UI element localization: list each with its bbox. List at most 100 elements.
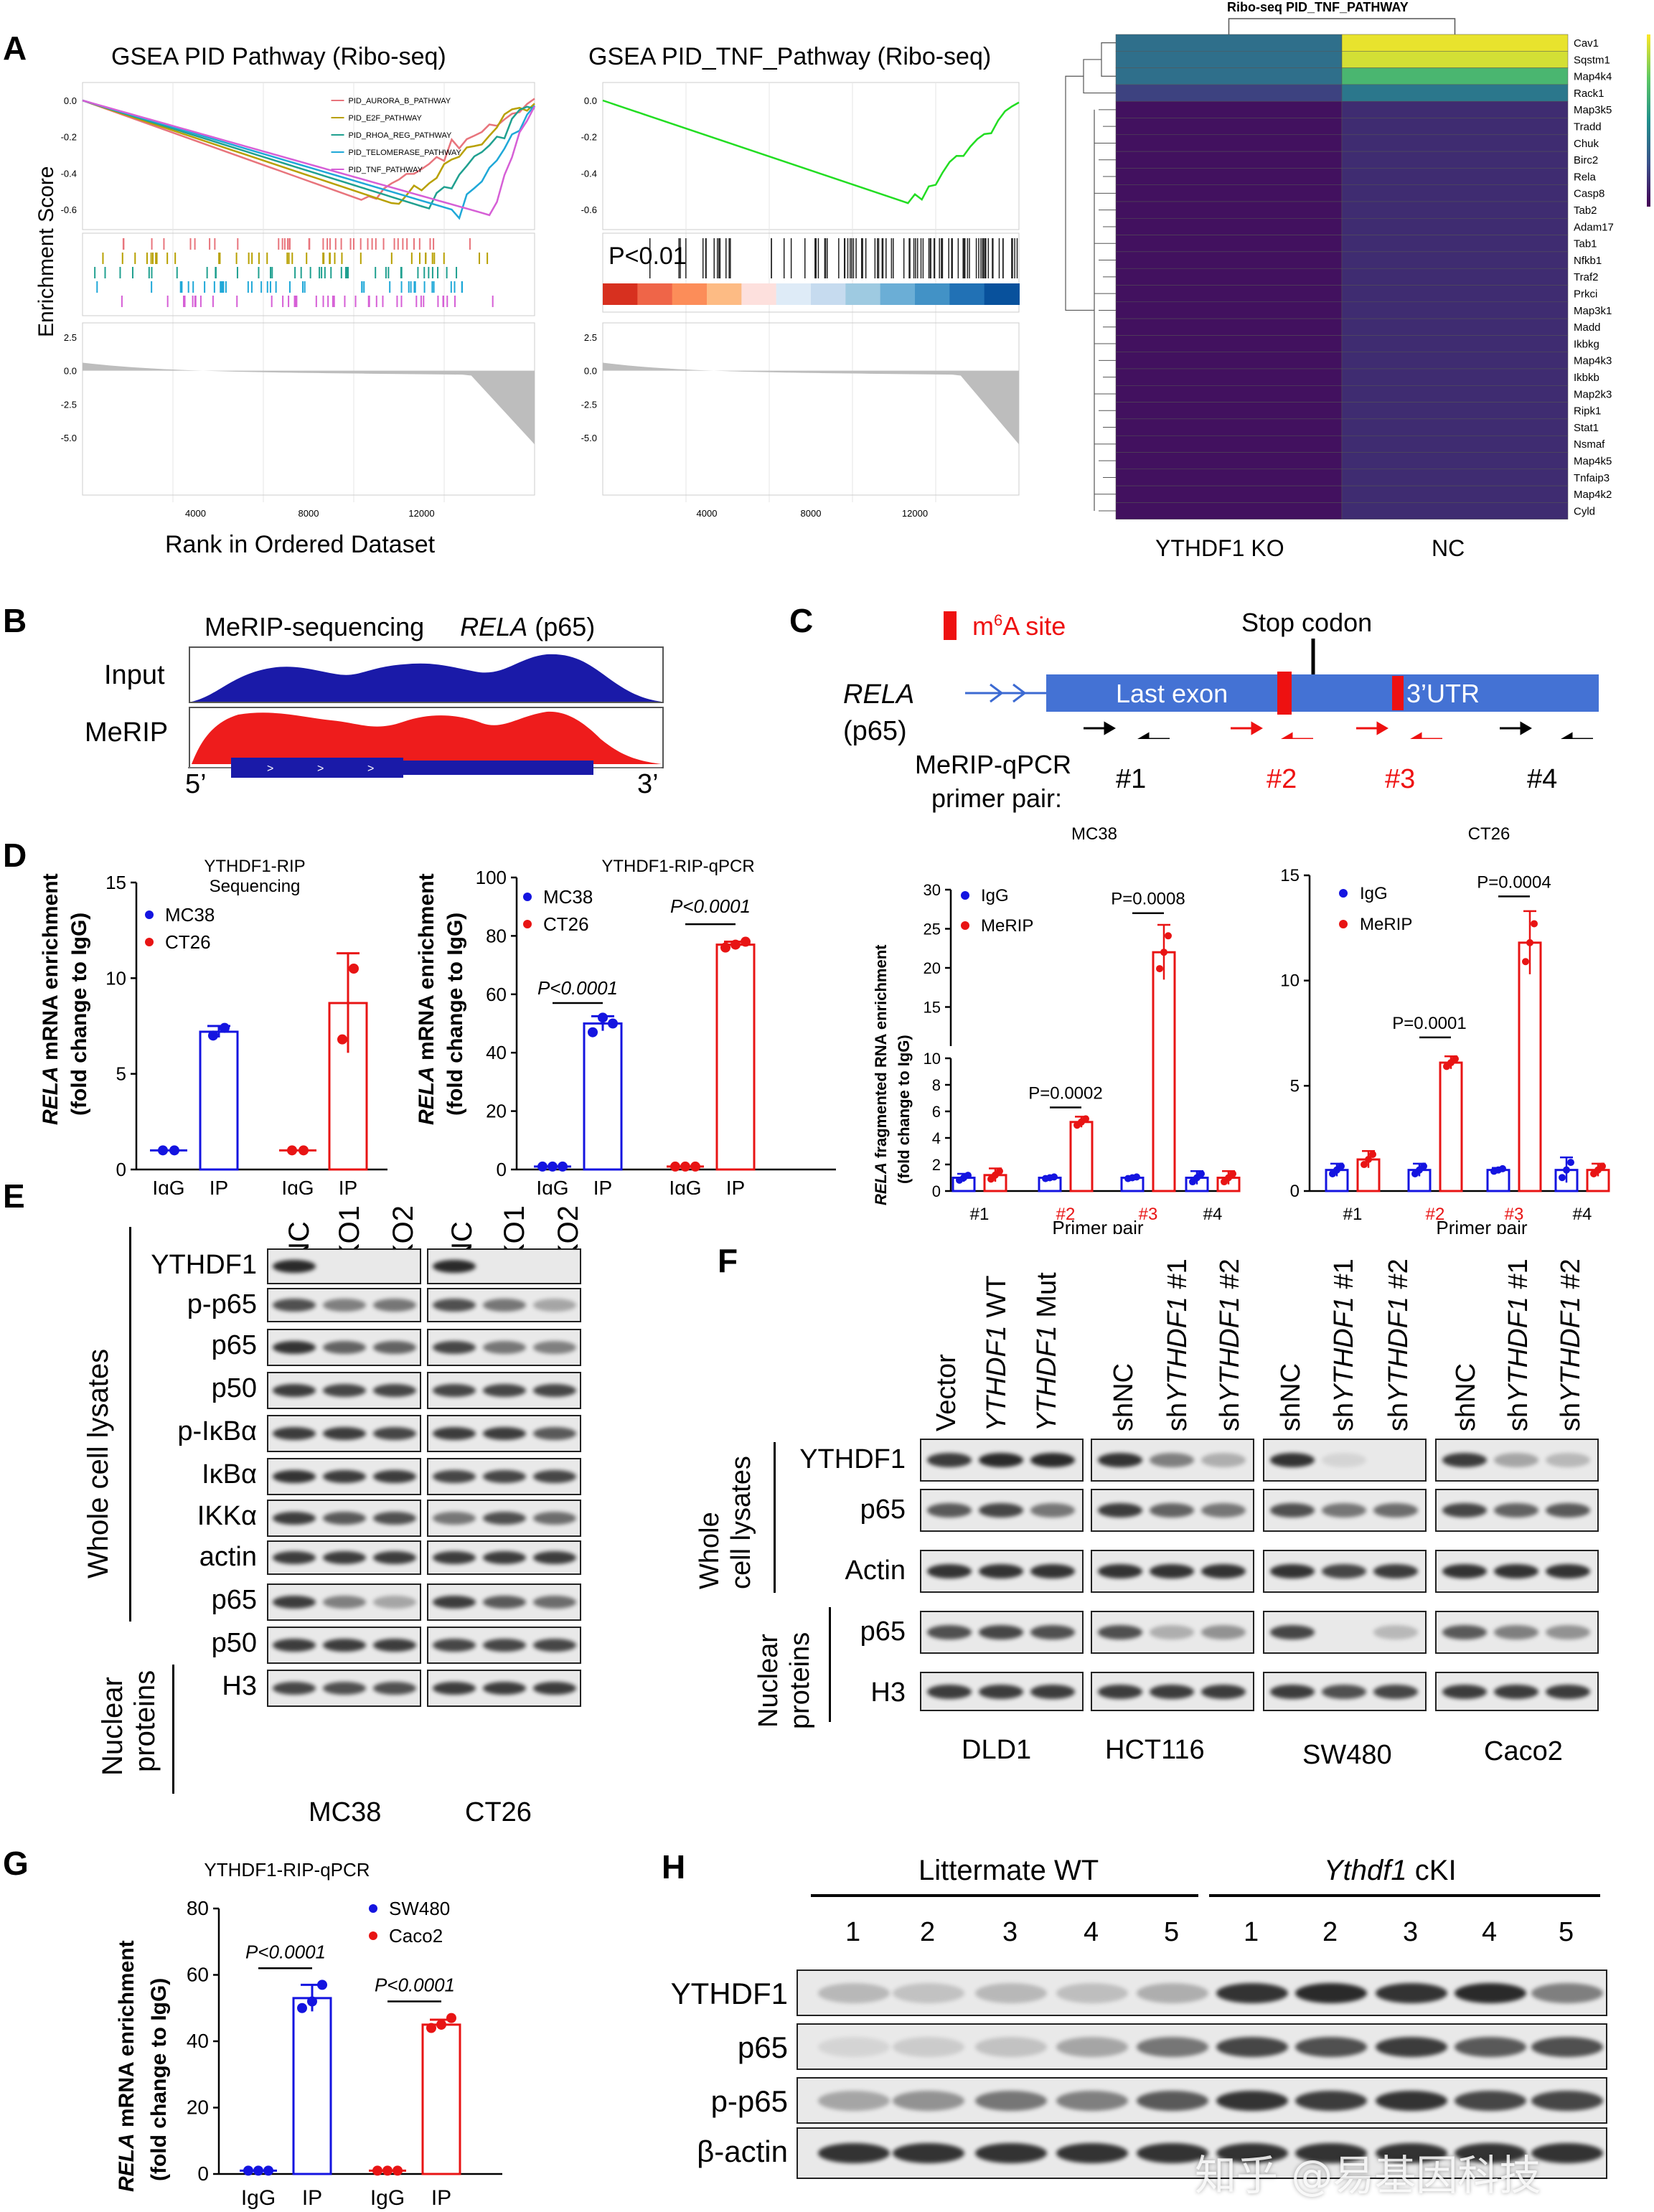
- f-band: [979, 1453, 1023, 1467]
- e-cellline-mc38: MC38: [309, 1797, 382, 1827]
- h-band: [1295, 2143, 1367, 2163]
- heat-gene-label: Adam17: [1574, 221, 1614, 233]
- heat-gene-label: Casp8: [1574, 188, 1604, 200]
- legend-label: MC38: [165, 904, 215, 926]
- f-lane-label: shYTHDF1 #1: [1503, 1258, 1533, 1431]
- rank-color-bar: [637, 283, 673, 305]
- primer-label-line2: primer pair:: [931, 783, 1063, 813]
- three-prime: 3’: [637, 769, 659, 799]
- data-point: [372, 2165, 382, 2176]
- f-band: [979, 1684, 1023, 1699]
- y-tick-label: 10: [924, 1050, 941, 1068]
- gsea2-pvalue: P<0.01: [608, 243, 687, 270]
- h-band: [1056, 2036, 1128, 2057]
- heat-cell-nc: [1341, 118, 1569, 136]
- chart-c-mc38: 0 2 4 6 8 10 15 20 25 30 MC38 IgG MeRIP #1 #2 #3 #4 P=0.0…: [872, 824, 1241, 1234]
- h-band: [1137, 2036, 1208, 2057]
- y-tick-label: 60: [187, 1964, 209, 1986]
- chart-title: YTHDF1-RIP: [204, 857, 305, 876]
- heat-cell-ko: [1115, 34, 1343, 52]
- gsea2-chart: 0.0 -0.2 -0.4 -0.6 2.5 0.0 -2.5 -5.0 4000 8000 120…: [581, 82, 1020, 519]
- primer-label-line1: MeRIP-qPCR: [915, 750, 1072, 779]
- f-band: [979, 1564, 1023, 1578]
- h-band: [1216, 2036, 1288, 2057]
- f-lane-label: shNC: [1451, 1363, 1481, 1431]
- f-row-label: YTHDF1: [799, 1444, 906, 1474]
- e-band: [273, 1341, 316, 1354]
- e-band: [323, 1427, 366, 1440]
- data-point: [1361, 1161, 1368, 1169]
- f-band: [979, 1625, 1023, 1639]
- heat-cell-ko: [1115, 418, 1343, 436]
- data-point: [1522, 958, 1529, 966]
- h-band: [1295, 2036, 1367, 2057]
- f-band: [1098, 1453, 1142, 1467]
- f-cellline-hct116: HCT116: [1105, 1735, 1205, 1765]
- f-band: [1098, 1684, 1142, 1699]
- es-tick: 0.0: [64, 95, 77, 106]
- data-point: [446, 2013, 456, 2023]
- f-nuclear-label-1: Nuclear: [753, 1634, 784, 1728]
- e-row-label: actin: [199, 1542, 257, 1572]
- heat-gene-label: Map4k4: [1574, 71, 1612, 83]
- heat-gene-label: Ikbkb: [1574, 372, 1599, 384]
- h-band: [818, 1982, 890, 2003]
- p-value: P<0.0001: [670, 895, 751, 917]
- data-point: [1563, 1166, 1570, 1174]
- h-lane-label: 2: [1322, 1917, 1338, 1947]
- heat-cell-ko: [1115, 218, 1343, 235]
- heat-gene-label: Tab1: [1574, 238, 1597, 250]
- y-tick-label: 5: [116, 1063, 126, 1085]
- f-band: [1442, 1625, 1487, 1639]
- f-row-label: p65: [860, 1616, 906, 1647]
- transcript-block: [1046, 674, 1599, 712]
- e-band: [483, 1427, 526, 1440]
- e-band: [533, 1427, 576, 1440]
- rank-color-bar: [811, 283, 847, 305]
- x-axis-title: Primer pair: [1436, 1217, 1527, 1234]
- y-tick-label: 15: [1280, 866, 1300, 885]
- merip-tracks: [189, 646, 664, 768]
- data-point: [1082, 1115, 1089, 1123]
- heat-cell-ko: [1115, 335, 1343, 352]
- x-label: IP: [339, 1177, 357, 1195]
- legend-dot: [145, 910, 154, 919]
- primer-3: [1356, 721, 1442, 739]
- f-band: [927, 1684, 972, 1699]
- data-point: [598, 1012, 608, 1023]
- heat-gene-label: Ripk1: [1574, 405, 1601, 418]
- y-tick-label: 20: [486, 1101, 507, 1122]
- chart-c-ct26: 0 5 10 15 CT26 IgG MeRIP #1 #2 #3 #4 P=0.0001 P=0.00…: [1280, 824, 1610, 1234]
- e-band: [533, 1341, 576, 1354]
- es-tick: -0.6: [581, 204, 597, 215]
- f-lane-label: Vector: [931, 1354, 962, 1431]
- rela-gene-sub: (p65): [843, 716, 907, 746]
- heat-cell-ko: [1115, 485, 1343, 503]
- y-tick-label: 15: [105, 872, 126, 893]
- col-dendrogram: [1228, 18, 1456, 34]
- data-point: [537, 1161, 548, 1172]
- data-point: [670, 1161, 680, 1172]
- f-band: [1098, 1625, 1142, 1639]
- h-group-wt: Littermate WT: [918, 1855, 1099, 1886]
- heat-gene-label: Nsmaf: [1574, 438, 1605, 451]
- h-band: [1531, 1982, 1603, 2003]
- data-point: [1156, 965, 1163, 973]
- h-band: [893, 2143, 964, 2163]
- chart-g: 0 20 40 60 80 YTHDF1-RIP-qPCR SW480 Caco2 IgG IP I…: [187, 1859, 502, 2210]
- primer-2: [1231, 721, 1313, 739]
- heat-cell-ko: [1115, 100, 1343, 118]
- e-band: [533, 1639, 576, 1652]
- y-tick-label: 10: [1280, 971, 1300, 991]
- h-band: [975, 2036, 1047, 2057]
- h-lane-label: 5: [1559, 1917, 1574, 1947]
- f-band: [1494, 1564, 1538, 1578]
- input-track-frame: [189, 646, 664, 703]
- bar: [1439, 1061, 1463, 1192]
- legend-label: Caco2: [389, 1925, 443, 1947]
- merip-track: [192, 711, 662, 764]
- data-point: [996, 1167, 1003, 1175]
- e-band: [433, 1639, 476, 1652]
- e-row-label: p-p65: [187, 1289, 257, 1319]
- e-band: [323, 1512, 366, 1525]
